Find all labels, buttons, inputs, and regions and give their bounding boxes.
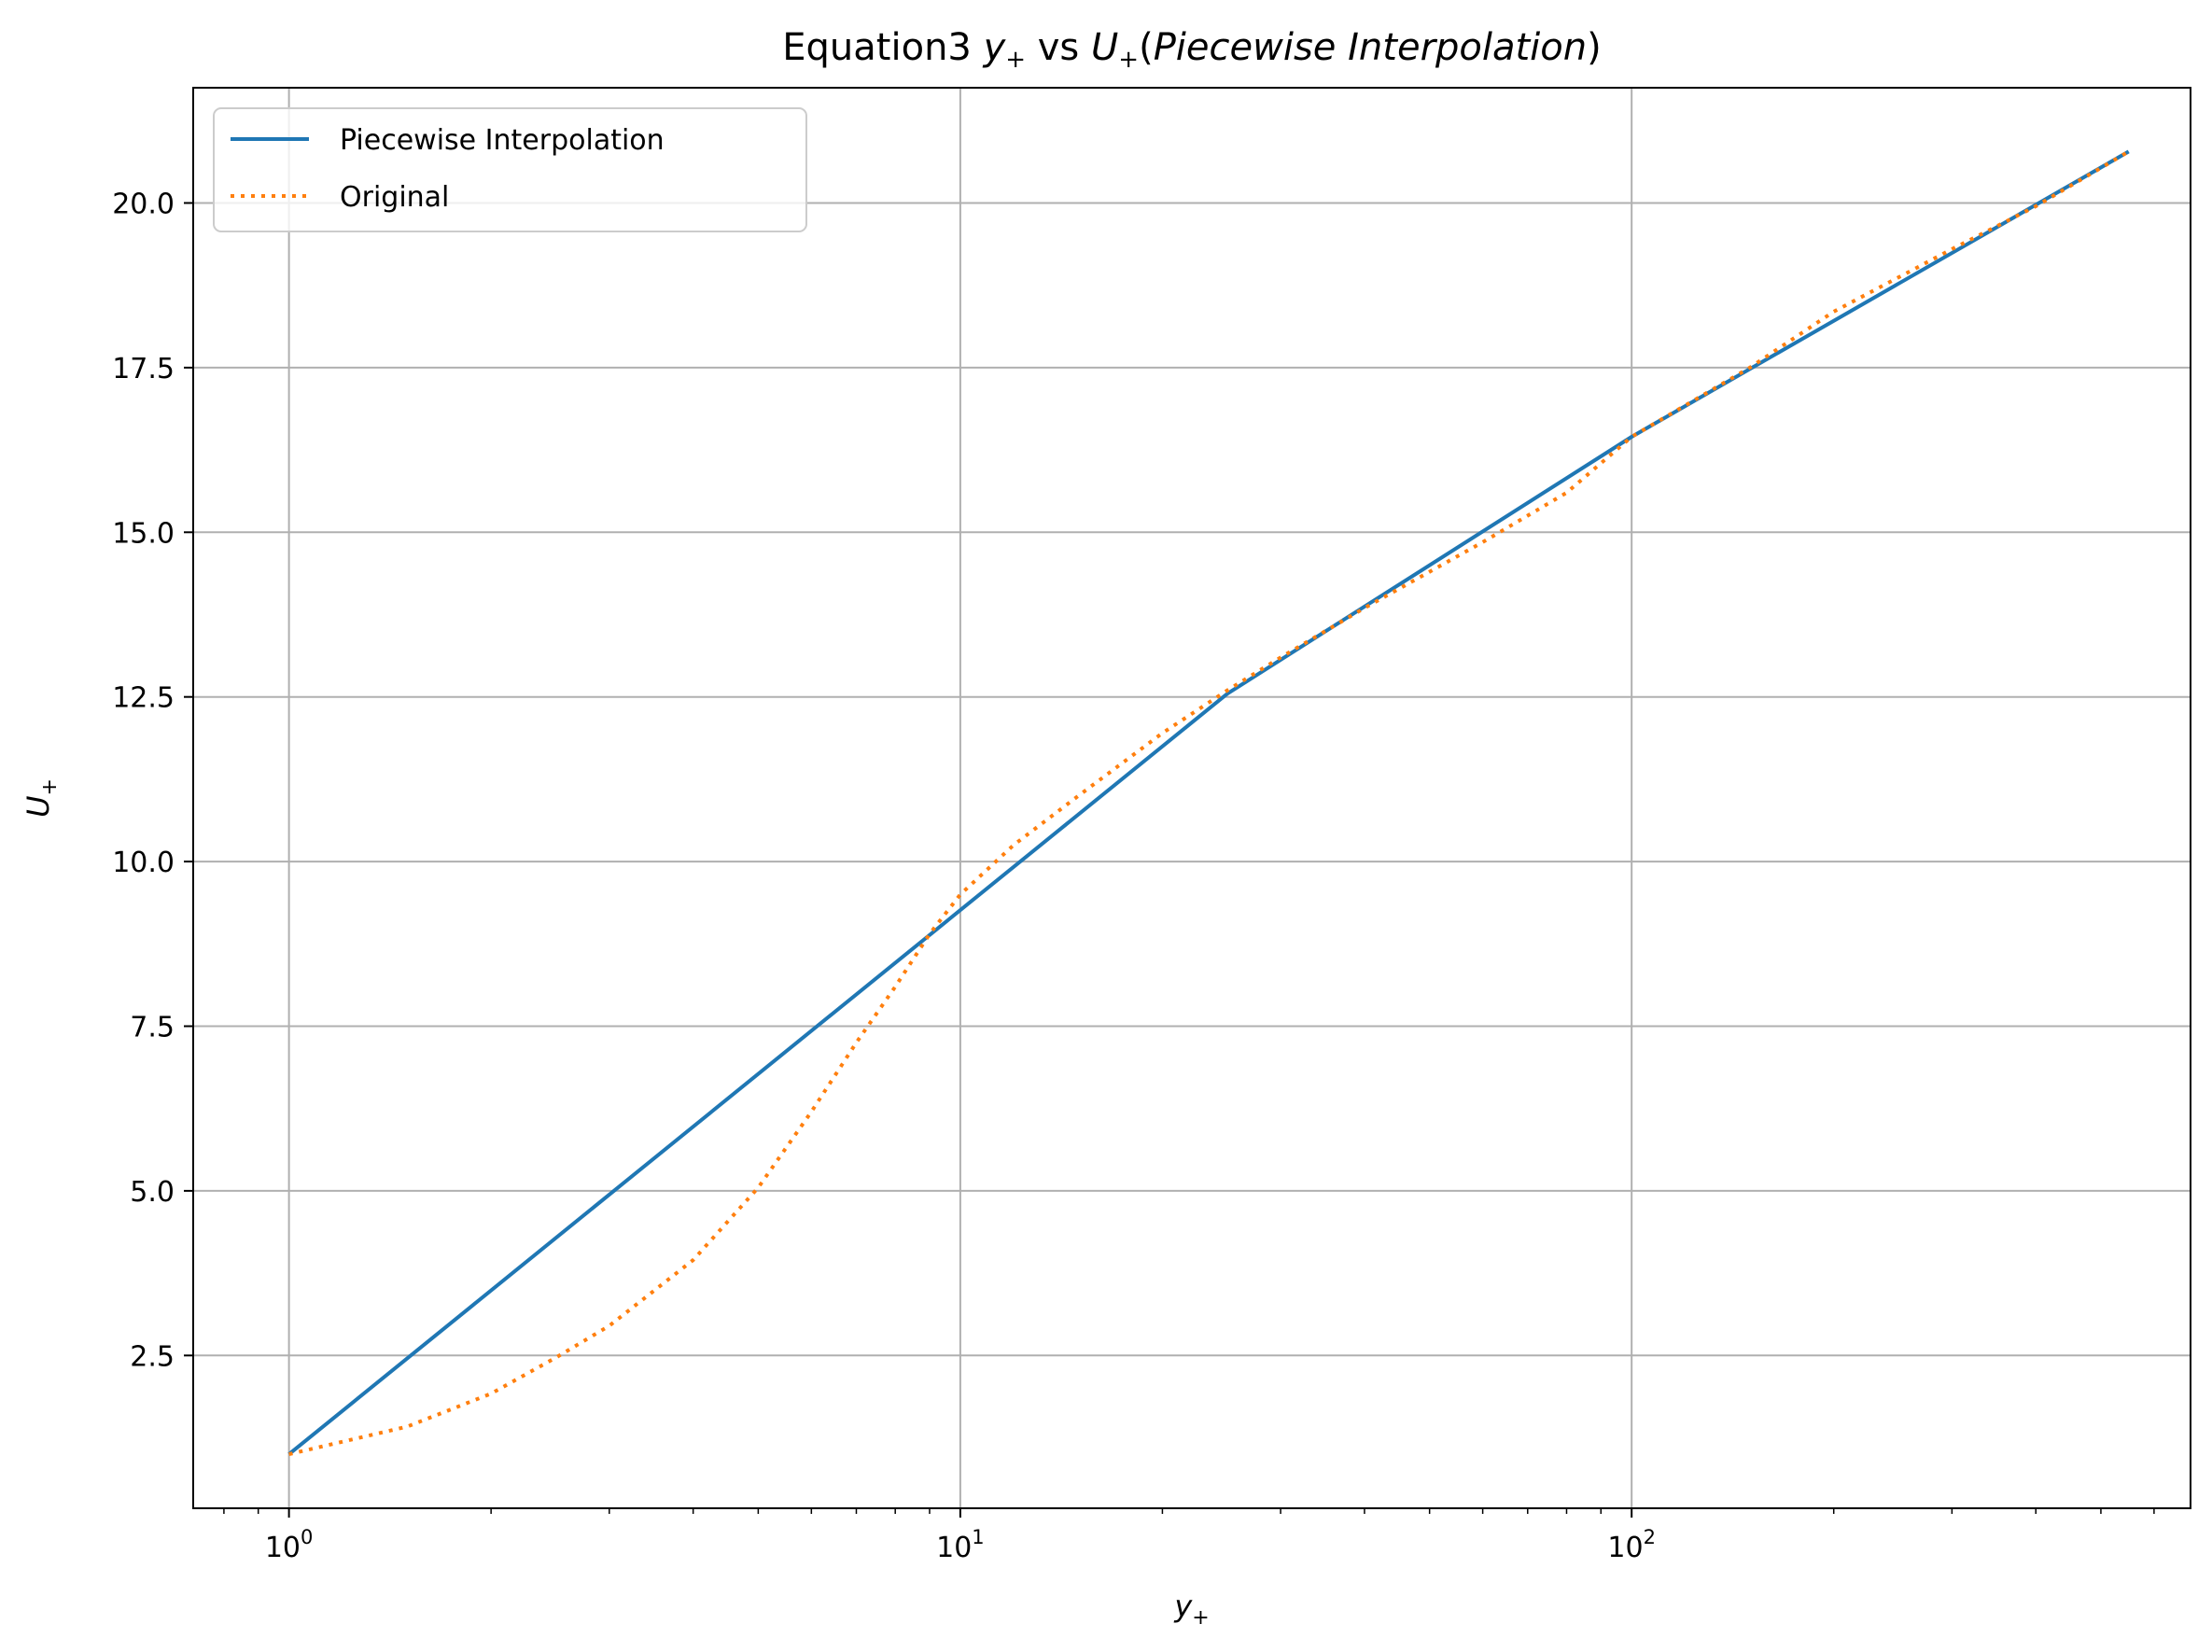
x-tick-label: 100 bbox=[265, 1526, 314, 1564]
y-tick-label: 17.5 bbox=[112, 353, 175, 385]
plot-frame bbox=[192, 87, 2191, 1509]
legend-label-piecewise: Piecewise Interpolation bbox=[340, 124, 665, 157]
y-tick-label: 20.0 bbox=[112, 188, 175, 220]
x-axis-label: y+ bbox=[1173, 1589, 1209, 1630]
y-tick-label: 7.5 bbox=[130, 1011, 175, 1043]
y-tick-label: 5.0 bbox=[130, 1176, 175, 1209]
y-tick-label: 15.0 bbox=[112, 517, 175, 550]
y-tick-label: 10.0 bbox=[112, 847, 175, 879]
legend-box bbox=[213, 107, 807, 232]
legend-label-original: Original bbox=[340, 181, 449, 214]
y-tick-label: 12.5 bbox=[112, 682, 175, 715]
x-tick-label: 101 bbox=[936, 1526, 985, 1564]
series bbox=[287, 149, 2130, 1457]
series-line-original bbox=[288, 149, 2130, 1457]
y-tick-label: 2.5 bbox=[130, 1340, 175, 1373]
ticks: 100 101 102 2.5 5.0 7.5 10.0 12.5 15.0 17.5 20.0 bbox=[112, 188, 2155, 1564]
y-axis-label: U+ bbox=[21, 778, 62, 818]
legend: Piecewise Interpolation Original bbox=[213, 107, 807, 232]
chart-title: Equation3 y+ vs U+(Piecewise Interpolati… bbox=[782, 26, 1601, 74]
x-tick-label: 102 bbox=[1607, 1526, 1656, 1564]
series-line-piecewise bbox=[287, 149, 2130, 1456]
